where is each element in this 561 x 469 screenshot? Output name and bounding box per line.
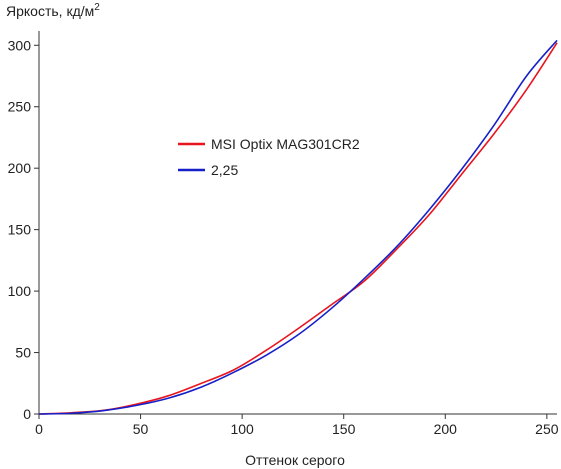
x-axis-title: Оттенок серого [245,452,345,468]
legend-label-2: 2,25 [211,162,238,178]
y-tick-label: 150 [8,222,32,238]
y-tick-label: 250 [8,99,32,115]
legend: MSI Optix MAG301CR2 2,25 [178,136,360,178]
y-axis-title: Яркость, кд/м2 [6,2,100,19]
x-tick-label: 200 [434,421,458,437]
series-line-2 [38,39,558,415]
series-line-1 [38,42,558,415]
y-axis-title-superscript: 2 [94,2,100,13]
plot-area: 0 50 100 150 200 250 300 0 50 100 150 200 250 [8,31,559,437]
y-tick-label: 50 [15,345,31,361]
x-tick-label: 250 [535,421,559,437]
x-tick-label: 100 [230,421,254,437]
x-tick-label: 50 [133,421,149,437]
legend-label-1: MSI Optix MAG301CR2 [211,136,360,152]
x-tick-label: 150 [332,421,356,437]
y-tick-label: 300 [8,37,32,53]
y-tick-label: 200 [8,160,32,176]
y-tick-label: 100 [8,283,32,299]
y-axis-title-text: Яркость, кд/м [6,3,94,19]
x-tick-label: 0 [35,421,43,437]
y-tick-label: 0 [23,406,31,422]
